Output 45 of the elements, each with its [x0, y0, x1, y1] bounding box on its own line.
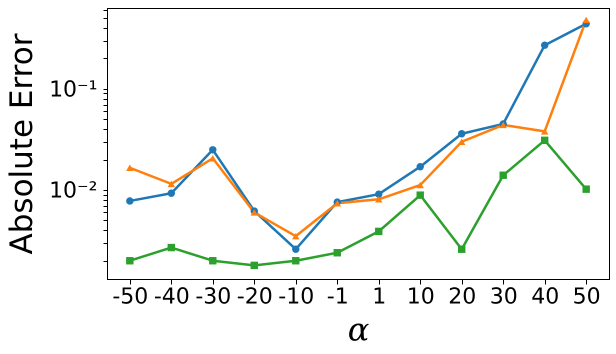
point — [168, 244, 176, 252]
x-axis-title: α — [348, 310, 370, 348]
point — [540, 136, 548, 144]
point — [292, 246, 300, 253]
point — [375, 196, 382, 202]
point — [416, 163, 424, 170]
point — [168, 180, 176, 188]
point — [209, 257, 216, 264]
point — [582, 16, 590, 24]
point — [250, 262, 258, 270]
point — [458, 246, 466, 253]
x-tick-label: 50 — [572, 284, 601, 310]
point — [292, 232, 300, 240]
point — [540, 128, 548, 135]
point — [375, 228, 382, 236]
point — [292, 257, 300, 264]
x-tick-label: -10 — [278, 284, 314, 310]
point — [375, 190, 382, 198]
point — [126, 197, 134, 205]
point — [500, 172, 507, 179]
point — [458, 130, 466, 138]
x-tick-label: 30 — [490, 284, 518, 310]
point — [209, 146, 216, 154]
x-tick-label: 10 — [406, 284, 435, 310]
y-axis-title: Absolute Error — [4, 33, 40, 254]
point — [458, 138, 466, 145]
x-tick-label: 20 — [448, 284, 476, 310]
y-tick-label: 10⁻¹ — [49, 77, 98, 102]
point — [126, 257, 134, 264]
point — [334, 249, 341, 256]
x-tick-label: -1 — [326, 284, 349, 310]
point — [416, 191, 424, 199]
point — [168, 190, 176, 197]
y-tick-label: 10⁻² — [49, 178, 98, 204]
x-tick-label: -20 — [236, 284, 273, 310]
x-tick-label: 1 — [372, 284, 386, 310]
point — [416, 182, 424, 188]
x-tick-label: -30 — [195, 284, 232, 310]
x-tick-label: 40 — [531, 284, 560, 310]
x-tick-label: -50 — [112, 284, 148, 310]
point — [209, 155, 216, 162]
point — [126, 164, 134, 171]
x-tick-label: -40 — [154, 284, 190, 310]
point — [582, 185, 590, 193]
point — [540, 42, 548, 49]
